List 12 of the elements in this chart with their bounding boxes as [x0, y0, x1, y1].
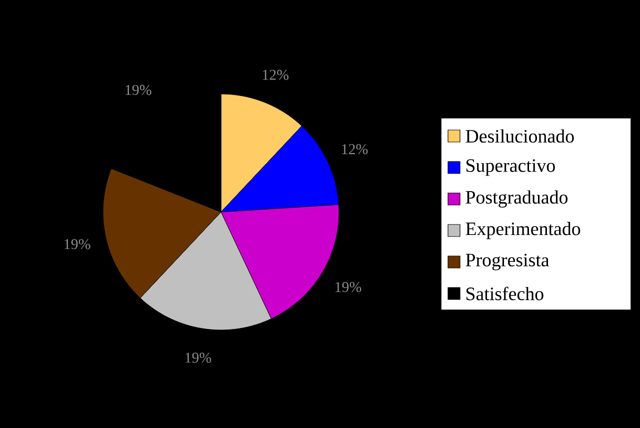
data-label: 12%: [342, 144, 368, 154]
legend-label: Superactivo: [466, 159, 555, 176]
legend-label: Experimentado: [466, 222, 580, 240]
legend-label: Progresista: [466, 254, 550, 270]
legend-label: Postgraduado: [466, 190, 568, 208]
data-label: 19%: [336, 282, 362, 292]
data-label: 12%: [262, 70, 288, 80]
legend-label: Satisfecho: [466, 286, 544, 300]
legend-label: Desilucionado: [466, 129, 574, 143]
data-label: 19%: [64, 239, 90, 250]
data-label: 19%: [126, 84, 152, 96]
data-label: 19%: [186, 352, 212, 363]
